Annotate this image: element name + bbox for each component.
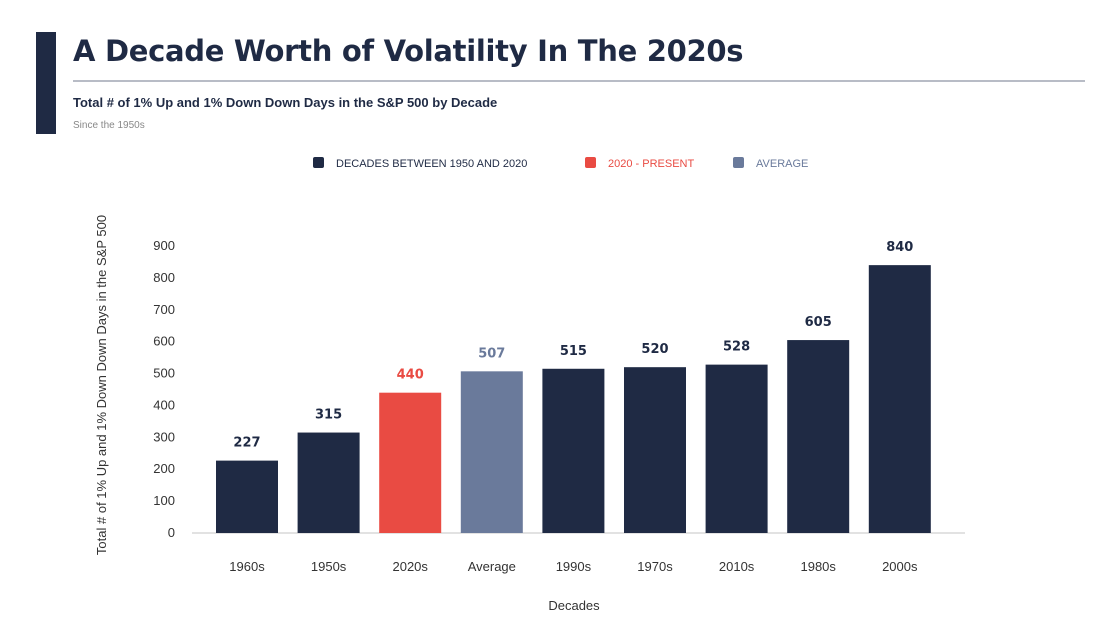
x-tick-label: 1960s — [229, 559, 265, 574]
legend-swatch-present — [585, 157, 596, 168]
x-axis-title: Decades — [548, 598, 600, 613]
y-tick-label: 700 — [153, 302, 175, 317]
x-tick-label: 1980s — [800, 559, 836, 574]
legend-label-decade: DECADES BETWEEN 1950 AND 2020 — [336, 158, 527, 170]
data-label: 528 — [723, 340, 750, 355]
title-divider — [73, 80, 1085, 82]
y-tick-label: 0 — [168, 525, 175, 540]
y-tick-label: 100 — [153, 493, 175, 508]
chart-subtitle: Total # of 1% Up and 1% Down Down Days i… — [73, 95, 498, 110]
x-tick-label: 2000s — [882, 559, 918, 574]
bar-1960s — [216, 460, 278, 533]
page-title: A Decade Worth of Volatility In The 2020… — [73, 34, 744, 68]
legend-swatch-decade — [313, 157, 324, 168]
legend-label-average: AVERAGE — [756, 158, 808, 170]
bar-average — [460, 371, 523, 533]
data-label: 315 — [315, 408, 342, 423]
bar-1980s — [787, 340, 850, 533]
y-tick-label: 500 — [153, 366, 175, 381]
data-label: 840 — [886, 240, 913, 255]
y-tick-label: 300 — [153, 429, 175, 444]
bar-2000s — [868, 265, 931, 533]
y-tick-label: 400 — [153, 397, 175, 412]
y-tick-label: 900 — [153, 238, 175, 253]
x-tick-label: 2010s — [719, 559, 755, 574]
x-tick-label: 2020s — [392, 559, 428, 574]
y-axis-title: Total # of 1% Up and 1% Down Down Days i… — [94, 215, 109, 555]
bar-1990s — [542, 368, 605, 533]
data-label: 515 — [560, 344, 587, 359]
x-tick-label: 1990s — [556, 559, 592, 574]
x-tick-label: Average — [468, 559, 516, 574]
accent-bar — [36, 32, 56, 134]
data-label: 227 — [233, 436, 260, 451]
since-note: Since the 1950s — [73, 120, 145, 131]
y-tick-label: 600 — [153, 334, 175, 349]
y-tick-label: 800 — [153, 270, 175, 285]
x-tick-label: 1950s — [311, 559, 347, 574]
data-label: 520 — [641, 342, 668, 357]
legend-swatch-average — [733, 157, 744, 168]
legend-label-present: 2020 - PRESENT — [608, 158, 694, 170]
data-label: 507 — [478, 346, 505, 361]
data-label: 605 — [805, 315, 832, 330]
bar-2010s — [705, 364, 768, 533]
bar-2020s — [379, 392, 442, 533]
bar-1970s — [624, 367, 686, 533]
data-label: 440 — [397, 368, 424, 383]
bar-1950s — [297, 432, 360, 533]
y-tick-label: 200 — [153, 461, 175, 476]
x-tick-label: 1970s — [637, 559, 673, 574]
